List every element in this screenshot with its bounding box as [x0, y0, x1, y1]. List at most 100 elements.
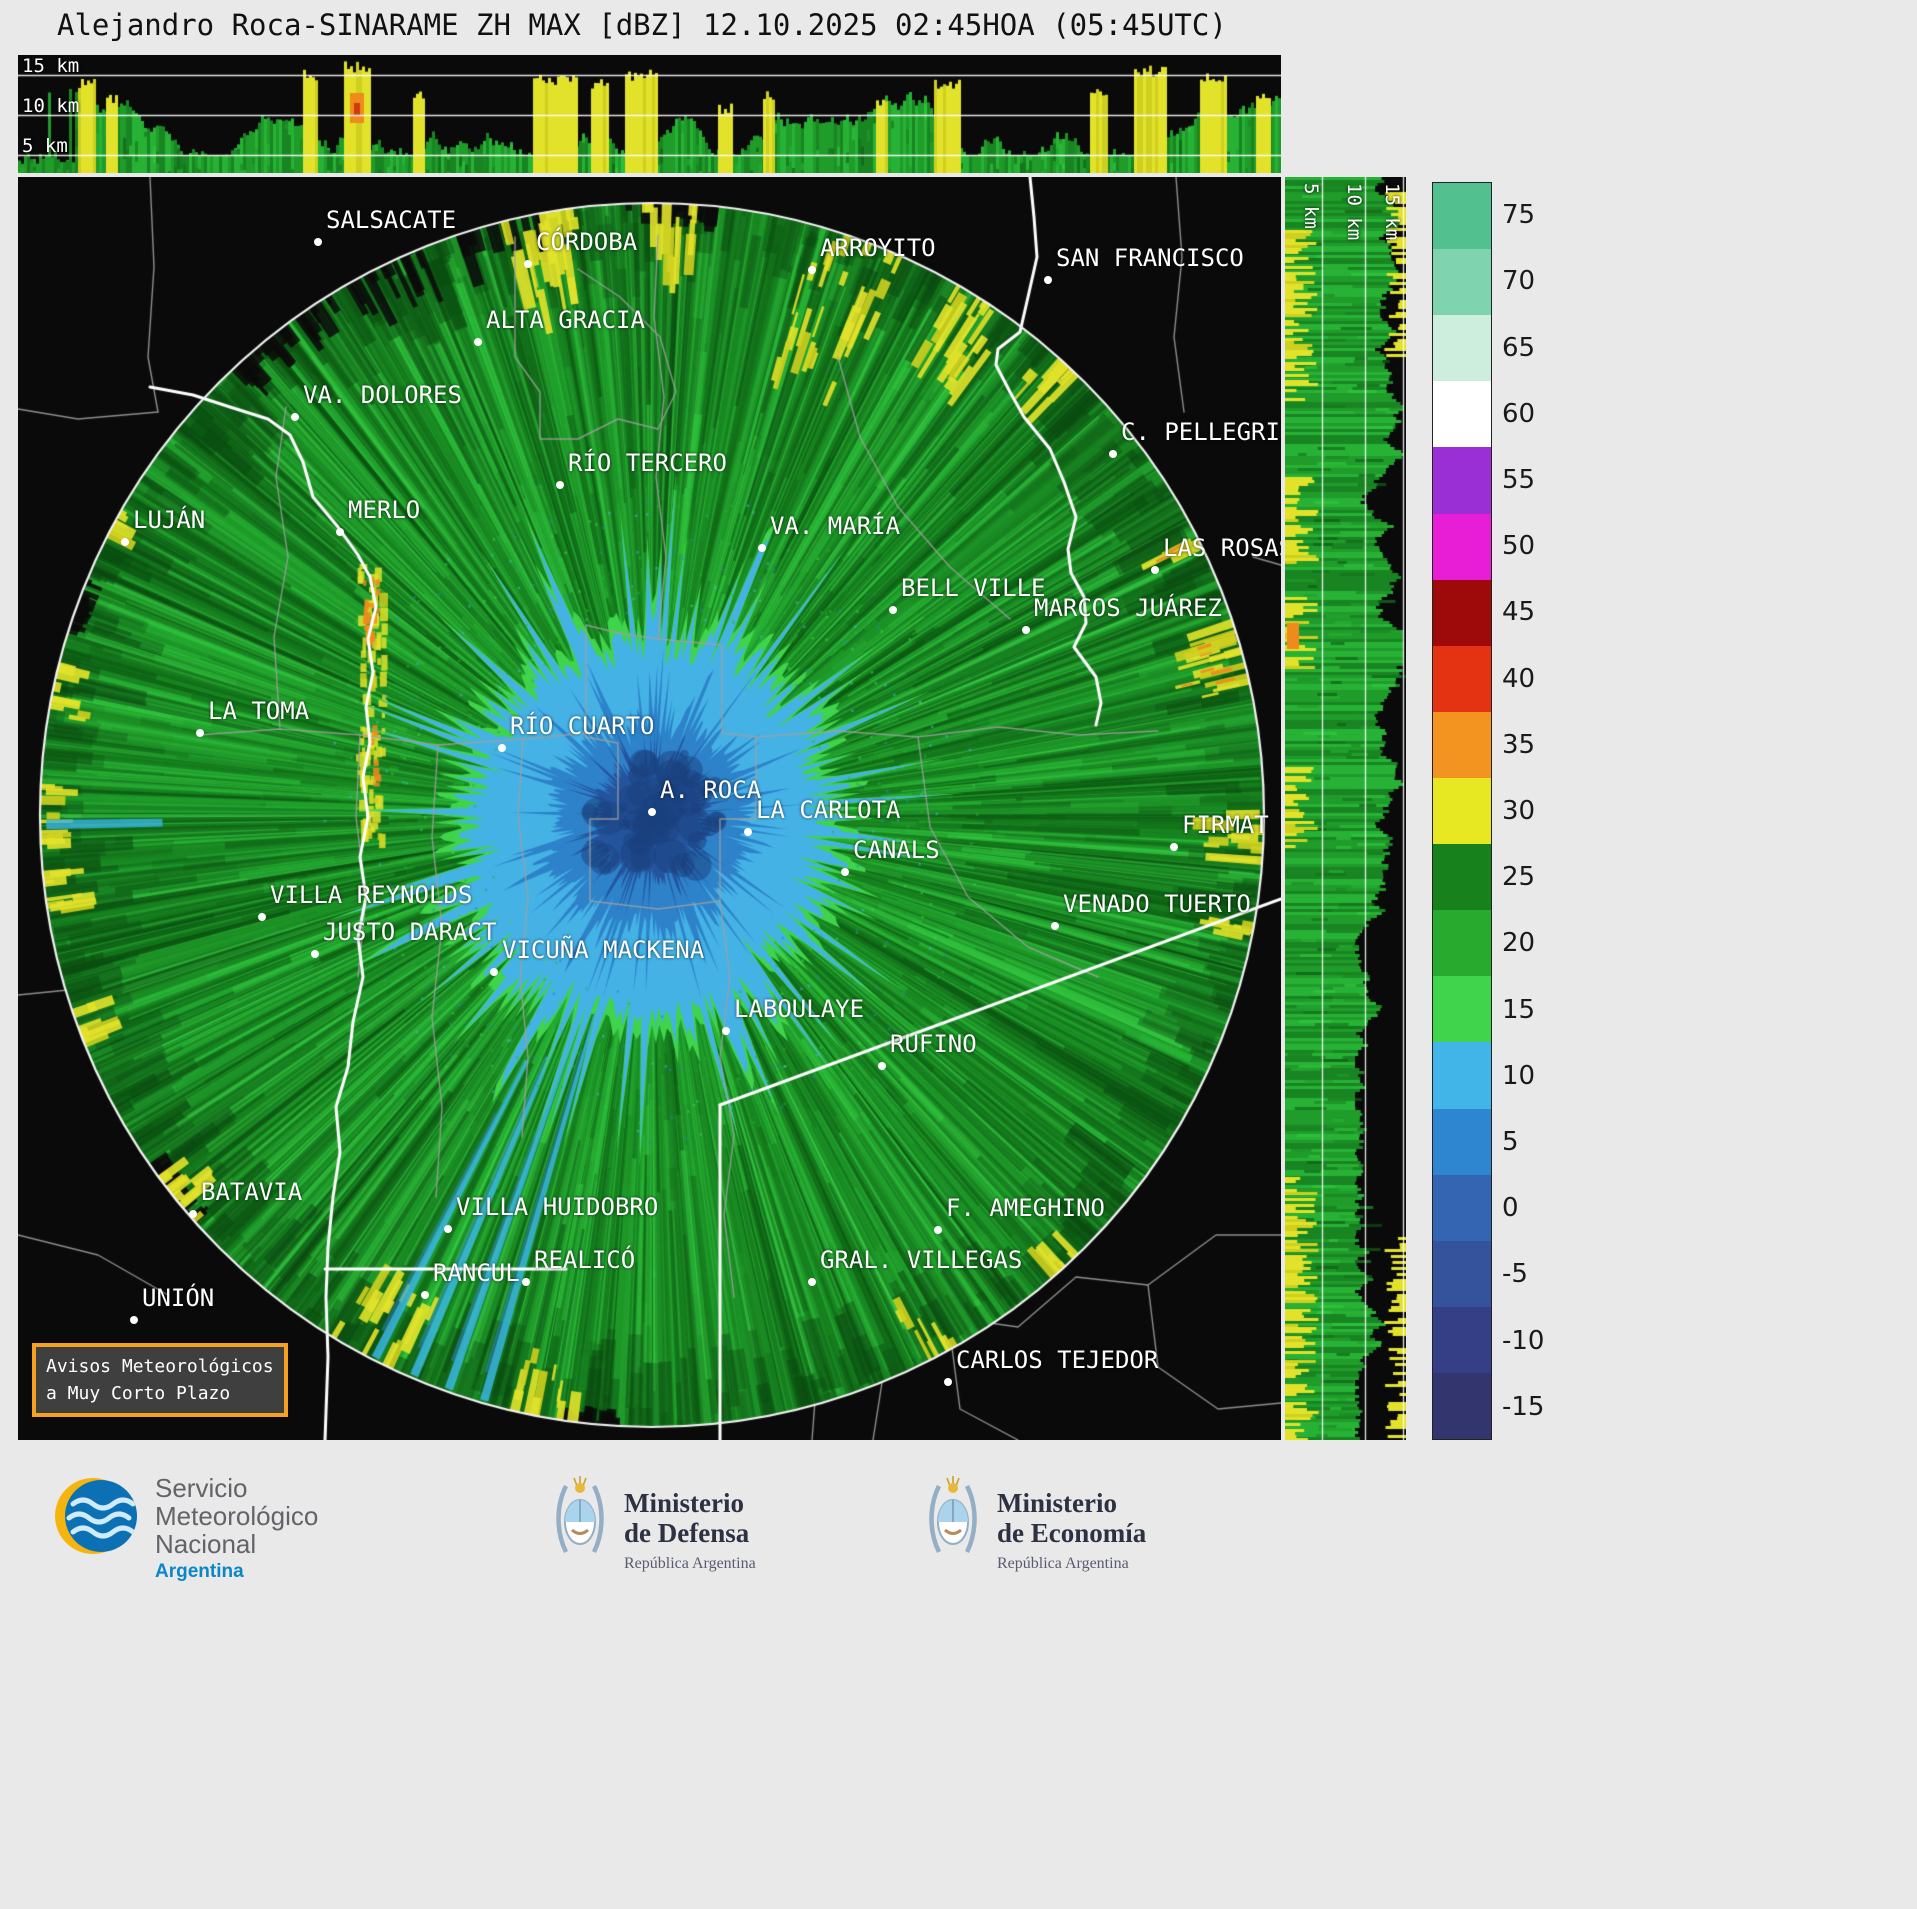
city-label: RÍO TERCERO: [568, 449, 727, 477]
colorbar-ticks: 75 70 65 60 55 50 45 40 35 30 25 20 15 10 5 0 -5 -10 -15: [1502, 182, 1592, 1440]
city-label: REALICÓ: [534, 1246, 636, 1274]
colorbar-tick-label: 70: [1502, 266, 1536, 297]
city-label: MARCOS JUÁREZ: [1034, 594, 1222, 622]
colorbar-segment: [1433, 579, 1491, 646]
city-label: JUSTO DARACT: [323, 918, 497, 946]
economia-subtitle: República Argentina: [997, 1555, 1129, 1572]
city-dot: [291, 413, 299, 421]
smn-name-line-3: Nacional: [155, 1529, 257, 1559]
city-dot: [1051, 922, 1059, 930]
city-dot: [878, 1062, 886, 1070]
top-height-profile-panel: 15 km 10 km 5 km: [18, 55, 1281, 173]
colorbar-segment: [1433, 844, 1491, 911]
colorbar: [1432, 182, 1492, 1440]
colorbar-segment: [1433, 1306, 1491, 1373]
colorbar-tick-label: -15: [1502, 1391, 1545, 1422]
city-dot: [1022, 626, 1030, 634]
city-layer: SALSACATE CÓRDOBA ARROYITO SAN FRANCISCO ALT…: [18, 177, 1281, 1440]
city-label: UNIÓN: [142, 1284, 215, 1312]
city-label: RANCUL: [433, 1259, 520, 1287]
city-dot: [130, 1316, 138, 1324]
smn-brand: Servicio Meteorológico Nacional Argentin…: [55, 1474, 318, 1584]
city-label: VA. DOLORES: [303, 381, 462, 409]
city-label: VILLA REYNOLDS: [270, 881, 473, 909]
colorbar-tick-label: 20: [1502, 928, 1536, 959]
colorbar-tick-label: 0: [1502, 1193, 1519, 1224]
city-label: CÓRDOBA: [536, 228, 638, 256]
height-label-10km: 10 km: [1343, 183, 1365, 241]
city-label: GRAL. VILLEGAS: [820, 1246, 1023, 1274]
side-height-profile-panel: 5 km 10 km 15 km: [1285, 177, 1406, 1440]
footer: Servicio Meteorológico Nacional Argentin…: [0, 1470, 1917, 1630]
side-profile-canvas: [1285, 177, 1406, 1440]
economia-name-line-2: de Economía: [997, 1518, 1147, 1548]
colorbar-tick-label: 25: [1502, 862, 1536, 893]
city-dot: [944, 1378, 952, 1386]
warning-banner[interactable]: Avisos Meteorológicos a Muy Corto Plazo: [32, 1343, 288, 1417]
city-dot: [196, 729, 204, 737]
city-label: LABOULAYE: [734, 995, 865, 1023]
colorbar-segment: [1433, 1240, 1491, 1307]
colorbar-segment: [1433, 513, 1491, 580]
height-label-10km: 10 km: [22, 95, 80, 117]
colorbar-tick-label: 75: [1502, 200, 1536, 231]
city-label: CARLOS TEJEDOR: [956, 1346, 1159, 1374]
city-dot: [444, 1225, 452, 1233]
economia-brand: Ministerio de Economía República Argenti…: [925, 1474, 1146, 1574]
smn-logo-icon: [55, 1478, 137, 1554]
city-dot: [1170, 843, 1178, 851]
city-label: VA. MARÍA: [770, 512, 901, 540]
warning-line-1: Avisos Meteorológicos: [46, 1356, 274, 1377]
city-label: BELL VILLE: [901, 574, 1046, 602]
warning-line-2: a Muy Corto Plazo: [46, 1383, 231, 1404]
city-label: LA TOMA: [208, 697, 310, 725]
colorbar-segment: [1433, 183, 1491, 250]
city-dot: [808, 1278, 816, 1286]
city-dot: [808, 266, 816, 274]
radar-map-panel: SALSACATE CÓRDOBA ARROYITO SAN FRANCISCO ALT…: [18, 177, 1281, 1440]
height-label-15km: 15 km: [22, 55, 80, 77]
colorbar-segment: [1433, 1042, 1491, 1109]
top-profile-canvas: [18, 55, 1281, 173]
city-label: F. AMEGHINO: [946, 1194, 1105, 1222]
colorbar-segment: [1433, 645, 1491, 712]
city-label: RUFINO: [890, 1030, 977, 1058]
colorbar-tick-label: 55: [1502, 464, 1536, 495]
city-label: SALSACATE: [326, 206, 457, 234]
city-dot: [490, 968, 498, 976]
colorbar-segment: [1433, 910, 1491, 977]
colorbar-tick-label: -5: [1502, 1259, 1528, 1290]
colorbar-tick-label: 50: [1502, 531, 1536, 562]
colorbar-tick-label: 60: [1502, 398, 1536, 429]
city-label: VILLA HUIDOBRO: [456, 1193, 659, 1221]
city-label: ALTA GRACIA: [486, 306, 645, 334]
city-dot: [522, 1278, 530, 1286]
colorbar-tick-label: 35: [1502, 729, 1536, 760]
city-dot: [744, 828, 752, 836]
colorbar-tick-label: 30: [1502, 796, 1536, 826]
city-dot: [758, 544, 766, 552]
city-dot: [524, 260, 532, 268]
city-label: MERLO: [348, 496, 421, 524]
colorbar-segment: [1433, 711, 1491, 778]
city-dot: [336, 528, 344, 536]
coat-of-arms-icon: [929, 1476, 977, 1554]
city-label: RÍO CUARTO: [510, 712, 655, 740]
colorbar-segment: [1433, 381, 1491, 448]
city-dot: [474, 338, 482, 346]
economia-name-line-1: Ministerio: [997, 1488, 1117, 1518]
city-dot: [648, 808, 656, 816]
colorbar-tick-label: 10: [1502, 1060, 1536, 1091]
city-dot: [889, 606, 897, 614]
city-dot: [934, 1226, 942, 1234]
city-dot: [189, 1210, 197, 1218]
colorbar-tick-label: 45: [1502, 597, 1536, 628]
colorbar-segment: [1433, 1108, 1491, 1175]
city-dot: [498, 744, 506, 752]
colorbar-segment: [1433, 315, 1491, 382]
city-dot: [556, 481, 564, 489]
city-dot: [421, 1291, 429, 1299]
city-label: VENADO TUERTO: [1063, 890, 1251, 918]
city-label: A. ROCA: [660, 776, 762, 804]
city-label: ARROYITO: [820, 234, 936, 262]
